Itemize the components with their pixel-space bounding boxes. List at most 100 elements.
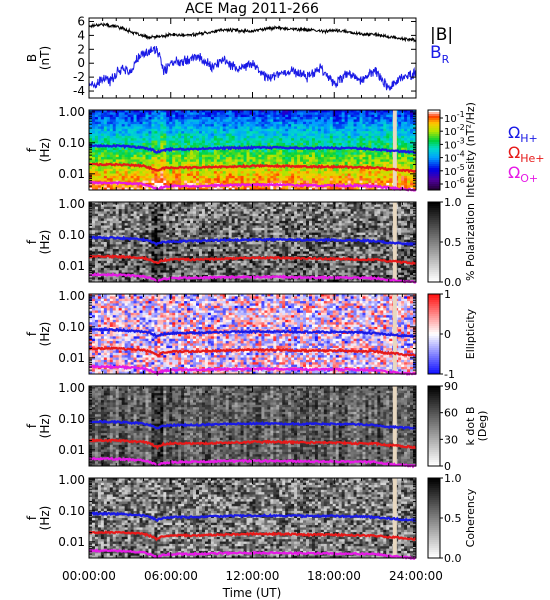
spectrogram-cell: [231, 121, 236, 125]
spectrogram-cell: [91, 225, 96, 229]
spectrogram-cell: [347, 114, 351, 118]
spectrogram-cell: [246, 171, 250, 174]
spectrogram-cell: [145, 161, 149, 165]
spectrogram-cell: [291, 178, 295, 181]
spectrogram-cell: [112, 220, 117, 224]
spectrogram-cell: [121, 147, 126, 151]
spectrogram-cell: [196, 131, 200, 134]
spectrogram-cell: [166, 263, 170, 266]
spectrogram-cell: [198, 168, 203, 172]
spectrogram-cell: [154, 185, 158, 189]
spectrogram-cell: [130, 265, 134, 269]
spectrogram-cell: [323, 124, 328, 127]
spectrogram-cell: [94, 117, 99, 120]
spectrogram-cell: [282, 171, 286, 174]
spectrogram-cell: [127, 114, 132, 118]
spectrogram-cell: [136, 110, 140, 113]
spectrogram-cell: [329, 140, 334, 144]
spectrogram-cell: [314, 159, 319, 163]
spectrogram-cell: [311, 142, 316, 146]
spectrogram-cell: [368, 119, 372, 123]
spectrogram-cell: [282, 124, 286, 127]
spectrogram-cell: [94, 253, 99, 257]
spectrogram-cell: [401, 166, 405, 170]
spectrogram-cell: [377, 142, 381, 146]
spectrogram-cell: [118, 277, 123, 281]
spectrogram-cell: [157, 246, 161, 250]
spectrogram-cell: [163, 142, 167, 146]
spectrogram-cell: [115, 209, 120, 212]
spectrogram-cell: [311, 126, 316, 130]
spectrogram-cell: [109, 154, 114, 158]
spectrogram-cell: [386, 171, 390, 174]
spectrogram-cell: [142, 185, 146, 189]
spectrogram-cell: [145, 168, 149, 172]
spectrogram-cell: [308, 178, 313, 181]
spectrogram-cell: [323, 159, 328, 163]
spectrogram-cell: [157, 274, 161, 278]
spectrogram-cell: [291, 117, 295, 120]
spectrogram-cell: [127, 135, 132, 139]
spectrogram-cell: [341, 138, 346, 141]
spectrogram-cell: [169, 237, 173, 241]
spectrogram-cell: [332, 175, 337, 179]
spectrogram-cell: [91, 166, 96, 170]
spectrogram-cell: [267, 168, 271, 172]
legend-label: Ω: [508, 143, 520, 162]
spectrogram-cell: [356, 138, 360, 141]
spectrogram-cell: [112, 135, 117, 139]
spectrogram-cell: [207, 173, 212, 177]
spectrogram-cell: [118, 258, 123, 262]
spectrogram-cell: [237, 180, 242, 184]
spectrogram-cell: [300, 180, 304, 184]
spectrogram-cell: [106, 202, 111, 205]
spectrogram-cell: [91, 220, 96, 224]
spectrogram-cell: [151, 157, 155, 160]
spectrogram-cell: [264, 121, 268, 125]
spectrogram-cell: [169, 265, 173, 269]
spectrogram-cell: [368, 154, 372, 158]
spectrogram-cell: [106, 171, 111, 174]
spectrogram-cell: [124, 204, 129, 208]
spectrogram-cell: [106, 173, 111, 177]
spectrogram-cell: [395, 142, 399, 146]
spectrogram-cell: [151, 180, 155, 184]
spectrogram-cell: [365, 112, 369, 116]
spectrogram-cell: [362, 159, 366, 163]
spectrogram-cell: [282, 142, 286, 146]
spectrogram-cell: [264, 112, 268, 116]
spectrogram-cell: [94, 150, 99, 153]
spectrogram-cell: [338, 135, 343, 139]
spectrogram-cell: [347, 121, 351, 125]
colorbar-tick-exponent: -4: [457, 150, 465, 159]
spectrogram-cell: [193, 135, 197, 139]
spectrogram-cell: [154, 135, 158, 139]
spectrogram-cell: [145, 242, 149, 245]
spectrogram-cell: [252, 150, 256, 153]
spectrogram-cell: [139, 159, 143, 163]
spectrogram-cell: [157, 237, 161, 241]
spectrogram-cell: [154, 246, 158, 250]
spectrogram-cell: [133, 166, 137, 170]
spectrogram-cell: [124, 209, 129, 212]
spectrogram-cell: [362, 187, 366, 191]
spectrogram-cell: [109, 152, 114, 156]
spectrogram-cell: [365, 110, 369, 113]
spectrogram-cell: [184, 178, 188, 181]
spectrogram-cell: [91, 171, 96, 174]
spectrogram-cell: [115, 223, 120, 226]
spectrogram-cell: [124, 246, 129, 250]
spectrogram-cell: [160, 260, 164, 264]
spectrogram-cell: [97, 204, 102, 208]
spectrogram-cell: [151, 265, 155, 269]
spectrogram-cell: [401, 117, 405, 120]
spectrogram-cell: [359, 145, 363, 149]
spectrogram-cell: [154, 157, 158, 160]
spectrogram-cell: [175, 159, 179, 163]
spectrogram-cell: [255, 133, 259, 137]
spectrogram-cell: [249, 150, 253, 153]
spectrogram-cell: [130, 230, 134, 233]
spectrogram-cell: [91, 277, 96, 281]
spectrogram-cell: [246, 133, 250, 137]
spectrogram-cell: [279, 133, 283, 137]
